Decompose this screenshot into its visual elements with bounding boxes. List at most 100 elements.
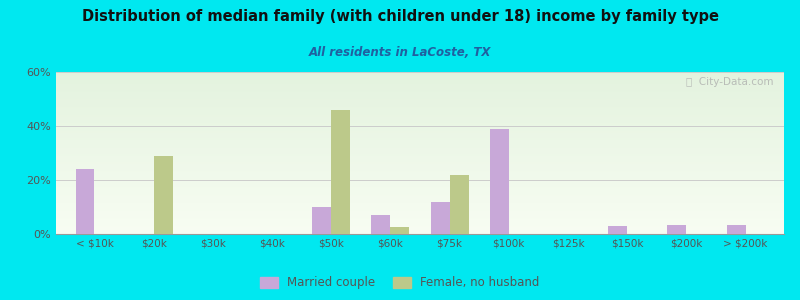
- Bar: [56, 227, 784, 229]
- Bar: [56, 158, 784, 160]
- Bar: [56, 181, 784, 183]
- Bar: [56, 96, 784, 98]
- Bar: [56, 177, 784, 178]
- Bar: [56, 107, 784, 108]
- Bar: [312, 207, 331, 234]
- Bar: [56, 233, 784, 234]
- Bar: [608, 226, 627, 234]
- Bar: [56, 141, 784, 142]
- Bar: [56, 99, 784, 100]
- Bar: [56, 195, 784, 196]
- Bar: [56, 142, 784, 144]
- Bar: [56, 76, 784, 77]
- Bar: [56, 219, 784, 220]
- Bar: [56, 109, 784, 110]
- Bar: [56, 119, 784, 121]
- Text: All residents in LaCoste, TX: All residents in LaCoste, TX: [309, 46, 491, 59]
- Bar: [56, 94, 784, 95]
- Bar: [56, 118, 784, 119]
- Bar: [56, 211, 784, 212]
- Bar: [56, 210, 784, 211]
- Bar: [56, 148, 784, 149]
- Bar: [56, 88, 784, 89]
- Bar: [490, 129, 509, 234]
- Bar: [56, 103, 784, 104]
- Bar: [56, 172, 784, 173]
- Bar: [56, 131, 784, 133]
- Bar: [56, 194, 784, 195]
- Bar: [56, 72, 784, 73]
- Bar: [56, 192, 784, 194]
- Bar: [56, 199, 784, 200]
- Bar: [56, 134, 784, 135]
- Bar: [56, 231, 784, 233]
- Bar: [56, 212, 784, 214]
- Bar: [56, 175, 784, 176]
- Bar: [56, 79, 784, 80]
- Bar: [56, 187, 784, 188]
- Bar: [56, 140, 784, 141]
- Bar: [56, 214, 784, 215]
- Bar: [56, 112, 784, 114]
- Bar: [56, 207, 784, 208]
- Bar: [450, 175, 469, 234]
- Bar: [56, 223, 784, 224]
- Bar: [56, 169, 784, 170]
- Bar: [56, 218, 784, 219]
- Bar: [56, 121, 784, 122]
- Bar: [56, 200, 784, 202]
- Bar: [56, 146, 784, 148]
- Bar: [56, 138, 784, 140]
- Bar: [56, 95, 784, 96]
- Bar: [56, 122, 784, 123]
- Bar: [56, 203, 784, 204]
- Bar: [56, 204, 784, 206]
- Bar: [56, 125, 784, 126]
- Bar: [56, 85, 784, 87]
- Bar: [56, 180, 784, 181]
- Bar: [56, 137, 784, 138]
- Bar: [56, 156, 784, 157]
- Bar: [56, 163, 784, 164]
- Bar: [56, 176, 784, 177]
- Bar: [56, 114, 784, 115]
- Bar: [56, 188, 784, 190]
- Bar: [56, 127, 784, 129]
- Bar: [56, 84, 784, 86]
- Bar: [56, 154, 784, 156]
- Bar: [56, 226, 784, 227]
- Bar: [56, 208, 784, 210]
- Bar: [56, 230, 784, 231]
- Bar: [331, 110, 350, 234]
- Bar: [56, 184, 784, 185]
- Bar: [56, 104, 784, 106]
- Bar: [154, 156, 173, 234]
- Legend: Married couple, Female, no husband: Married couple, Female, no husband: [255, 272, 545, 294]
- Bar: [56, 100, 784, 102]
- Bar: [56, 145, 784, 146]
- Bar: [56, 161, 784, 162]
- Bar: [56, 206, 784, 207]
- Bar: [56, 170, 784, 172]
- Bar: [56, 77, 784, 79]
- Bar: [56, 115, 784, 116]
- Bar: [56, 143, 784, 145]
- Bar: [726, 224, 746, 234]
- Bar: [56, 153, 784, 154]
- Bar: [56, 129, 784, 130]
- Bar: [56, 80, 784, 81]
- Bar: [371, 215, 390, 234]
- Bar: [56, 202, 784, 203]
- Bar: [56, 178, 784, 180]
- Bar: [56, 173, 784, 175]
- Bar: [56, 81, 784, 83]
- Bar: [56, 89, 784, 91]
- Bar: [56, 92, 784, 94]
- Bar: [56, 229, 784, 230]
- Bar: [56, 217, 784, 218]
- Bar: [56, 183, 784, 184]
- Bar: [56, 222, 784, 223]
- Bar: [56, 133, 784, 134]
- Bar: [390, 227, 410, 234]
- Bar: [56, 123, 784, 124]
